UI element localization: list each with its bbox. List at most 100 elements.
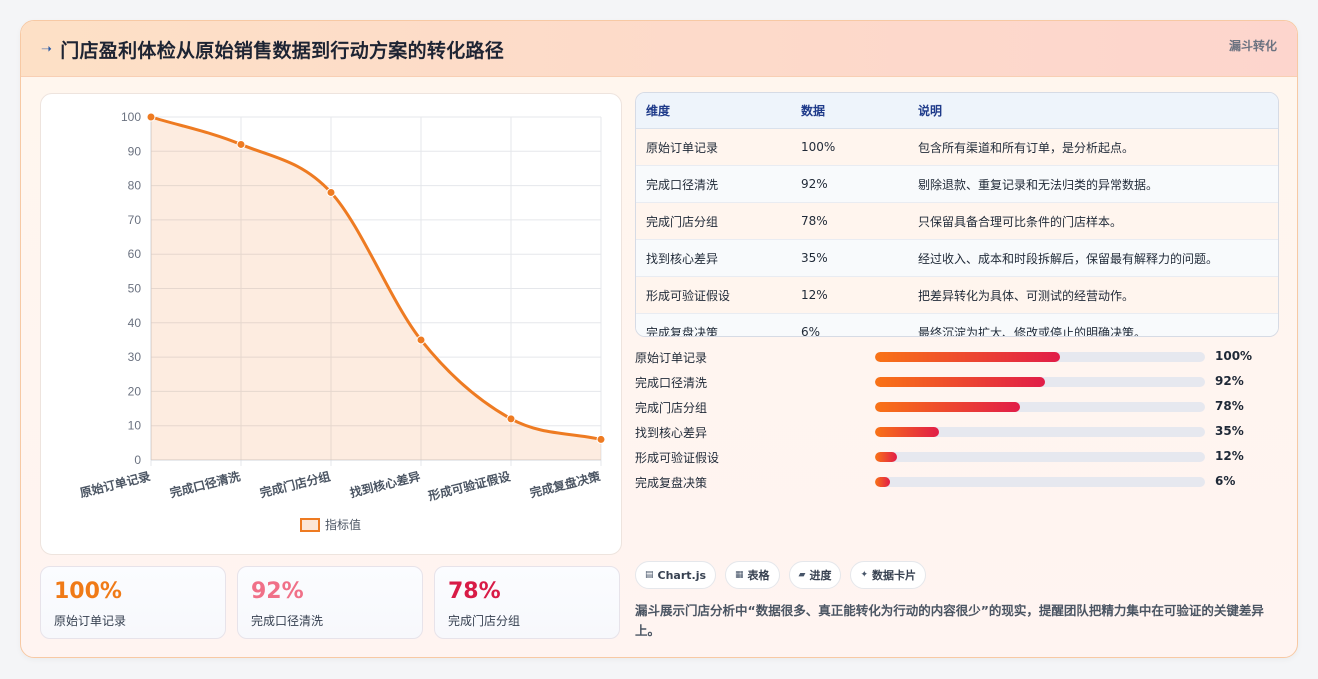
progress-fill	[875, 427, 940, 437]
table-cell: 包含所有渠道和所有订单，是分析起点。	[917, 128, 1278, 166]
data-point	[326, 187, 336, 197]
table-cell: 只保留具备合理可比条件的门店样本。	[917, 202, 1278, 240]
table-row: 完成门店分组 78% 只保留具备合理可比条件的门店样本。	[636, 202, 1278, 240]
table-row: 完成口径清洗 92% 剔除退款、重复记录和无法归类的异常数据。	[636, 165, 1278, 203]
table-cell: 100%	[791, 128, 917, 166]
progress-row: 完成口径清洗 92%	[635, 371, 1277, 393]
table-row: 找到核心差异 35% 经过收入、成本和时段拆解后，保留最有解释力的问题。	[636, 239, 1278, 277]
table-cell: 经过收入、成本和时段拆解后，保留最有解释力的问题。	[917, 239, 1278, 277]
table-cell: 原始订单记录	[636, 128, 791, 166]
table-cell: 完成门店分组	[636, 202, 791, 240]
table-cell: 形成可验证假设	[636, 276, 791, 314]
progress-fill	[875, 477, 890, 487]
progress-track	[875, 402, 1205, 412]
progress-row: 原始订单记录 100%	[635, 346, 1277, 368]
chip-chartjs[interactable]: ▤ Chart.js	[635, 561, 717, 589]
y-tick-label: 60	[128, 247, 142, 261]
stat-card-1: 100% 原始订单记录	[40, 566, 226, 639]
data-point	[236, 139, 246, 149]
chip-data-cards[interactable]: ✦ 数据卡片	[850, 561, 927, 589]
progress-icon: ▰	[798, 570, 806, 580]
table-cell: 78%	[791, 202, 917, 240]
y-tick-label: 80	[128, 179, 142, 193]
data-point	[416, 335, 426, 345]
table-cell: 最终沉淀为扩大、修改或停止的明确决策。	[917, 313, 1278, 336]
progress-value: 78%	[1215, 399, 1244, 413]
progress-fill	[875, 452, 898, 462]
progress-value: 12%	[1215, 449, 1244, 463]
table-cell: 把差异转化为具体、可测试的经营动作。	[917, 276, 1278, 314]
y-tick-label: 40	[128, 316, 142, 330]
stat-label: 完成门店分组	[448, 614, 521, 628]
stat-value: 78%	[448, 579, 501, 604]
arrow-icon: ➝	[41, 41, 53, 57]
chip-label: 数据卡片	[872, 569, 917, 582]
progress-track	[875, 452, 1205, 462]
table-cell: 6%	[791, 313, 917, 336]
x-tick-label: 找到核心差异	[348, 468, 422, 500]
y-tick-label: 0	[134, 453, 141, 467]
sparkle-icon: ✦	[860, 570, 869, 580]
progress-track	[875, 427, 1205, 437]
stat-label: 原始订单记录	[54, 614, 127, 628]
progress-fill	[875, 352, 1060, 362]
category-tag: 漏斗转化	[1228, 39, 1277, 53]
progress-label: 形成可验证假设	[635, 451, 720, 465]
column-header: 数据	[791, 93, 917, 129]
table-row: 完成复盘决策 6% 最终沉淀为扩大、修改或停止的明确决策。	[636, 313, 1278, 336]
x-tick-label: 原始订单记录	[78, 468, 152, 500]
stat-value: 92%	[251, 579, 304, 604]
column-header: 说明	[917, 93, 1278, 129]
progress-value: 100%	[1215, 349, 1253, 363]
column-header: 维度	[636, 93, 791, 129]
progress-row: 找到核心差异 35%	[635, 421, 1277, 443]
progress-label: 原始订单记录	[635, 351, 708, 365]
progress-fill	[875, 402, 1021, 412]
progress-track	[875, 477, 1205, 487]
table-cell: 完成口径清洗	[636, 165, 791, 203]
table-row: 原始订单记录 100% 包含所有渠道和所有订单，是分析起点。	[636, 128, 1278, 166]
table-cell: 92%	[791, 165, 917, 203]
table-header-row: 维度 数据 说明	[636, 93, 1278, 129]
progress-value: 92%	[1215, 374, 1244, 388]
progress-label: 完成门店分组	[635, 401, 708, 415]
y-tick-label: 30	[128, 350, 142, 364]
progress-row: 形成可验证假设 12%	[635, 446, 1277, 468]
y-tick-label: 20	[128, 384, 142, 398]
table-cell: 找到核心差异	[636, 239, 791, 277]
y-tick-label: 70	[128, 213, 142, 227]
y-tick-label: 100	[121, 110, 141, 124]
data-point	[596, 434, 606, 444]
table-cell: 35%	[791, 239, 917, 277]
table-icon: ▦	[735, 570, 744, 580]
chip-table[interactable]: ▦ 表格	[725, 561, 780, 589]
table-cell: 12%	[791, 276, 917, 314]
line-chart-panel: 100 90 80 70 60 50 40 30 20 10 0 原始订单记录 完成口径清洗 完成门店分组…	[40, 93, 622, 555]
stat-card-3: 78% 完成门店分组	[434, 566, 620, 639]
chip-label: 进度	[809, 569, 832, 582]
progress-label: 完成复盘决策	[635, 476, 708, 490]
x-tick-label: 完成门店分组	[258, 468, 332, 500]
chip-progress[interactable]: ▰ 进度	[788, 561, 842, 589]
chip-label: 表格	[747, 569, 770, 582]
y-tick-label: 90	[128, 144, 142, 158]
y-tick-label: 50	[128, 282, 142, 296]
summary-note: 漏斗展示门店分析中“数据很多、真正能转化为行动的内容很少”的现实，提醒团队把精力…	[635, 603, 1264, 638]
table-row: 形成可验证假设 12% 把差异转化为具体、可测试的经营动作。	[636, 276, 1278, 314]
progress-track	[875, 352, 1205, 362]
x-tick-label: 形成可验证假设	[427, 468, 513, 503]
y-tick-label: 10	[128, 419, 142, 433]
progress-label: 完成口径清洗	[635, 376, 708, 390]
table-cell: 完成复盘决策	[636, 313, 791, 336]
stat-label: 完成口径清洗	[251, 614, 324, 628]
legend-label: 指标值	[325, 517, 361, 532]
progress-row: 完成复盘决策 6%	[635, 471, 1277, 493]
stat-card-2: 92% 完成口径清洗	[237, 566, 423, 639]
x-tick-label: 完成复盘决策	[528, 468, 602, 500]
table-cell: 剔除退款、重复记录和无法归类的异常数据。	[917, 165, 1278, 203]
progress-fill	[875, 377, 1045, 387]
page-title-text: 门店盈利体检从原始销售数据到行动方案的转化路径	[60, 39, 505, 62]
legend-swatch	[300, 518, 320, 532]
progress-value: 35%	[1215, 424, 1244, 438]
